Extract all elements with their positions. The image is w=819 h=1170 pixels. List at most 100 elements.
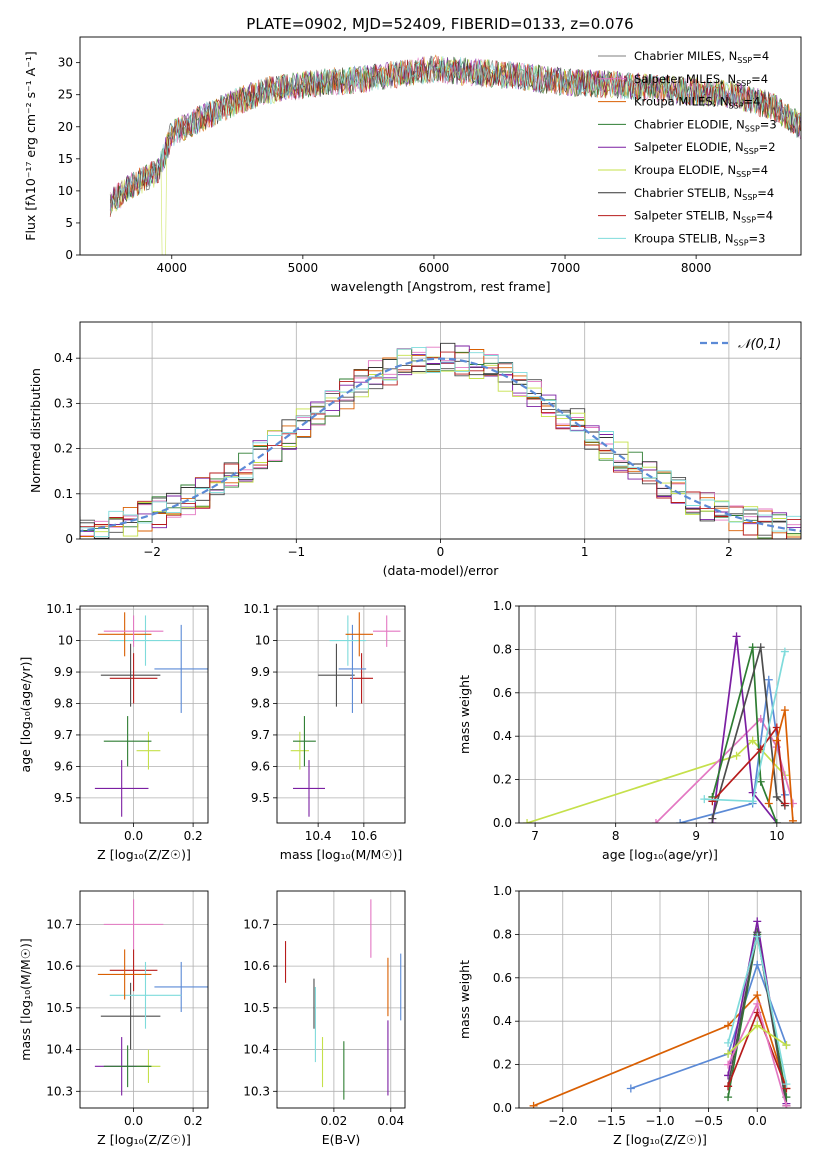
plot-area xyxy=(109,54,801,255)
y-tick-label: 0.6 xyxy=(493,971,512,985)
weight-series xyxy=(711,646,786,819)
x-tick-label: 7000 xyxy=(550,261,581,275)
y-tick-label: 9.6 xyxy=(251,759,270,773)
y-axis-label: mass weight xyxy=(457,675,472,754)
gaussian-curve xyxy=(80,357,801,533)
chart-residuals: −2 −1 0 1 2 0 0.1 0.2 0.3 0.4 (data-model)/error No… xyxy=(28,321,802,578)
y-axis-label: mass [log₁₀(M/M☉)] xyxy=(18,938,33,1060)
axes-frame xyxy=(518,605,802,824)
x-tick-label: 0.2 xyxy=(184,1114,203,1128)
x-tick-label: 10.4 xyxy=(305,829,332,843)
y-tick-label: 0.2 xyxy=(493,773,512,787)
y-tick-label: 10.1 xyxy=(243,602,270,616)
weight-marker xyxy=(732,751,741,760)
y-axis-label: mass weight xyxy=(457,960,472,1039)
weight-marker xyxy=(724,1093,733,1102)
y-tick-label: 0.6 xyxy=(493,686,512,700)
weight-marker xyxy=(748,643,757,652)
y-tick-label: 5 xyxy=(65,216,73,230)
x-tick-label: 0.04 xyxy=(377,1114,404,1128)
weight-marker xyxy=(782,1041,791,1050)
y-tick-label: 30 xyxy=(58,56,73,70)
x-tick-label: 5000 xyxy=(288,261,319,275)
axes-frame xyxy=(276,890,406,1109)
legend-entry: Salpeter STELIB, NSSP=4 xyxy=(634,209,773,225)
weight-marker xyxy=(724,1082,733,1091)
y-tick-label: 0.8 xyxy=(493,927,512,941)
y-tick-label: 20 xyxy=(58,120,73,134)
weight-marker xyxy=(724,1021,733,1030)
x-axis-label: wavelength [Angstrom, rest frame] xyxy=(330,279,550,294)
x-axis-label: age [log₁₀(age/yr)] xyxy=(602,847,718,862)
chart-weight-vs-z: −2.0 −1.5 −1.0 −0.5 0.0 0.0 0.2 0.4 0.6 0.8 1.0 Z [… xyxy=(457,884,802,1147)
y-tick-label: 0.0 xyxy=(493,816,512,830)
y-tick-label: 25 xyxy=(58,88,73,102)
y-tick-label: 0.2 xyxy=(493,1058,512,1072)
weight-marker xyxy=(782,1080,791,1089)
plot-area xyxy=(529,917,791,1108)
y-tick-label: 0.4 xyxy=(54,351,73,365)
spectrum-series xyxy=(109,56,801,212)
weight-marker xyxy=(651,819,660,823)
x-tick-label: 10 xyxy=(769,829,784,843)
y-tick-label: 0 xyxy=(65,248,73,262)
weight-marker xyxy=(748,736,757,745)
y-tick-label: 9.9 xyxy=(54,665,73,679)
weight-series xyxy=(711,636,778,823)
axes-frame xyxy=(79,605,209,824)
y-tick-label: 10 xyxy=(255,634,270,648)
x-tick-label: 0.0 xyxy=(124,1114,143,1128)
x-tick-label: 2 xyxy=(725,545,733,559)
legend-entry: Salpeter ELODIE, NSSP=2 xyxy=(634,140,776,156)
weight-marker xyxy=(753,991,762,1000)
legend-entry: Kroupa ELODIE, NSSP=4 xyxy=(634,163,768,179)
weight-series xyxy=(655,717,794,823)
weight-series xyxy=(526,739,786,823)
x-axis-label: Z [log₁₀(Z/Z☉)] xyxy=(613,1132,707,1147)
x-tick-label: 4000 xyxy=(156,261,187,275)
x-axis-label: mass [log₁₀(M/M☉)] xyxy=(280,847,402,862)
plot-area xyxy=(523,632,797,823)
axes-frame xyxy=(79,890,209,1109)
y-tick-label: 10.5 xyxy=(46,1001,73,1015)
y-tick-label: 9.5 xyxy=(54,791,73,805)
axes-frame xyxy=(276,605,406,824)
x-tick-label: 1 xyxy=(581,545,589,559)
weight-marker xyxy=(724,1060,733,1069)
legend-entry: Salpeter MILES, NSSP=4 xyxy=(634,72,768,88)
weight-marker xyxy=(626,1084,635,1093)
chart-mass-vs-ebv: 0.02 0.04 10.3 10.4 10.5 10.6 10.7 E(B-V) xyxy=(243,890,406,1147)
weight-marker xyxy=(708,814,717,823)
weight-marker xyxy=(788,799,797,808)
figure-title: PLATE=0902, MJD=52409, FIBERID=0133, z=0… xyxy=(246,15,633,33)
x-tick-label: −2 xyxy=(143,545,161,559)
y-tick-label: 10.6 xyxy=(243,959,270,973)
x-tick-label: −1 xyxy=(287,545,305,559)
legend-entry: Kroupa MILES, NSSP=4 xyxy=(634,95,760,111)
weight-marker xyxy=(724,1049,733,1058)
plot-area xyxy=(94,899,208,1096)
y-tick-label: 9.8 xyxy=(54,696,73,710)
x-tick-label: 0.0 xyxy=(748,1114,767,1128)
weight-series xyxy=(711,725,786,804)
x-tick-label: 0.0 xyxy=(124,829,143,843)
axes-frame xyxy=(79,36,802,256)
y-axis-label: age [log₁₀(age/yr)] xyxy=(18,657,33,773)
weight-marker xyxy=(748,797,757,806)
y-tick-label: 0 xyxy=(65,532,73,546)
legend-entry: Kroupa STELIB, NSSP=3 xyxy=(634,231,765,247)
plot-area xyxy=(94,612,208,817)
y-tick-label: 9.7 xyxy=(251,728,270,742)
weight-marker xyxy=(756,777,765,786)
weight-marker xyxy=(764,675,773,684)
x-tick-label: 9 xyxy=(692,829,700,843)
legend-entry: 𝒩(0,1) xyxy=(738,337,781,352)
weight-marker xyxy=(772,792,781,801)
chart-age-vs-mass: 10.4 10.6 9.5 9.6 9.7 9.8 9.9 10 10.1 mass [log₁₀… xyxy=(243,602,406,862)
y-tick-label: 10.4 xyxy=(46,1043,73,1057)
y-tick-label: 1.0 xyxy=(493,599,512,613)
y-tick-label: 10.7 xyxy=(243,917,270,931)
x-tick-label: 6000 xyxy=(419,261,450,275)
weight-marker xyxy=(753,917,762,926)
y-tick-label: 10.3 xyxy=(46,1084,73,1098)
